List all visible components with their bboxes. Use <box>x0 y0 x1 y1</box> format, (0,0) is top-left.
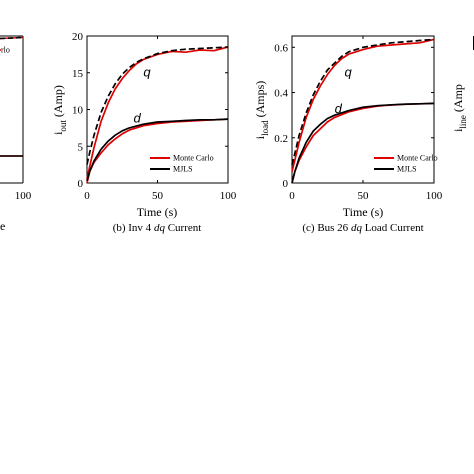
panel-a-legend-fragment: rlo <box>1 46 10 55</box>
curve-label-d: d <box>134 111 142 126</box>
panel-d-y-label-main: i <box>451 128 465 132</box>
y-tick-label: 0 <box>283 178 289 190</box>
panel-c-caption-italic: dq <box>351 222 363 234</box>
panel-d: iline (Amp <box>451 36 474 132</box>
panel-c-caption-prefix: (c) Bus 26 <box>302 222 351 234</box>
series-line-mjls-3 <box>86 118 229 182</box>
panel-c-legend: Monte Carlo MJLS <box>374 154 438 174</box>
series-line-mjls-1 <box>291 38 435 166</box>
panel-c-series <box>291 38 435 184</box>
panel-c-annotations: qd <box>335 65 353 116</box>
panel-b-caption: (b) Inv 4 dq Current <box>113 222 202 234</box>
x-tick-label: 0 <box>84 190 90 202</box>
panel-d-y-label-unit: (Amp <box>451 84 465 115</box>
panel-b-annotations: qd <box>134 64 152 125</box>
y-tick-label: 0 <box>78 178 84 190</box>
x-tick-label: 100 <box>426 190 443 202</box>
panel-d-y-label: iline (Amp <box>451 84 468 132</box>
panel-b-caption-suffix: Current <box>165 222 201 234</box>
x-tick-label: 0 <box>289 190 295 202</box>
panel-a-tick-label-100: 100 <box>15 190 32 202</box>
legend-label-mjls: MJLS <box>397 165 417 174</box>
x-tick-label: 100 <box>220 190 237 202</box>
panel-a-caption-fragment: e <box>0 219 5 233</box>
y-tick-label: 10 <box>72 105 84 117</box>
y-tick-label: 0.4 <box>274 88 288 100</box>
series-line-monte-carlo-2 <box>86 118 229 184</box>
panel-b-ticks: 0 50 100 0 5 10 15 20 <box>72 31 237 202</box>
legend-label-monte-carlo: Monte Carlo <box>397 154 438 163</box>
curve-label-q: q <box>143 64 151 79</box>
panel-c-caption: (c) Bus 26 dq Load Current <box>302 222 423 234</box>
series-line-monte-carlo-0 <box>291 38 435 172</box>
curve-label-d: d <box>335 101 343 116</box>
panel-d-y-label-sub: line <box>458 115 468 129</box>
series-line-mjls-3 <box>291 102 435 184</box>
panel-c-x-label: Time (s) <box>343 205 384 219</box>
series-line-monte-carlo-0 <box>86 46 229 180</box>
panel-b-y-label-unit: (Amp) <box>51 85 65 120</box>
panel-a-mjls-top <box>0 36 24 40</box>
legend-label-mjls: MJLS <box>173 165 193 174</box>
legend-label-monte-carlo: Monte Carlo <box>173 154 214 163</box>
panel-c-ticks: 0 50 100 0 0.2 0.4 0.6 <box>274 36 443 202</box>
panel-b-caption-italic: dq <box>154 222 166 234</box>
curve-label-q: q <box>345 65 353 80</box>
panel-b-y-label-sub: out <box>58 120 68 132</box>
y-tick-label: 0.2 <box>274 133 288 145</box>
x-tick-label: 50 <box>152 190 164 202</box>
panel-b-legend: Monte Carlo MJLS <box>150 154 214 174</box>
panel-b-series <box>86 46 229 184</box>
y-tick-label: 0.6 <box>274 42 288 54</box>
x-tick-label: 50 <box>358 190 370 202</box>
y-tick-label: 15 <box>72 68 84 80</box>
panel-c-y-label-sub: load <box>260 120 270 136</box>
panel-c-caption-suffix: Load Current <box>362 222 424 234</box>
panel-b-y-label-main: i <box>51 131 65 135</box>
series-line-mjls-1 <box>86 46 229 165</box>
panel-c-y-label-unit: (Amps) <box>253 81 267 121</box>
panel-b-x-label: Time (s) <box>137 205 178 219</box>
panel-a: 100 rlo e <box>0 35 32 233</box>
y-tick-label: 5 <box>78 141 84 153</box>
panel-c-y-label-main: i <box>253 135 267 139</box>
y-tick-label: 20 <box>72 31 84 43</box>
panel-b-caption-prefix: (b) Inv 4 <box>113 222 154 234</box>
panel-c-y-label: iload (Amps) <box>253 81 270 140</box>
panel-b-y-label: iout (Amp) <box>51 85 68 135</box>
